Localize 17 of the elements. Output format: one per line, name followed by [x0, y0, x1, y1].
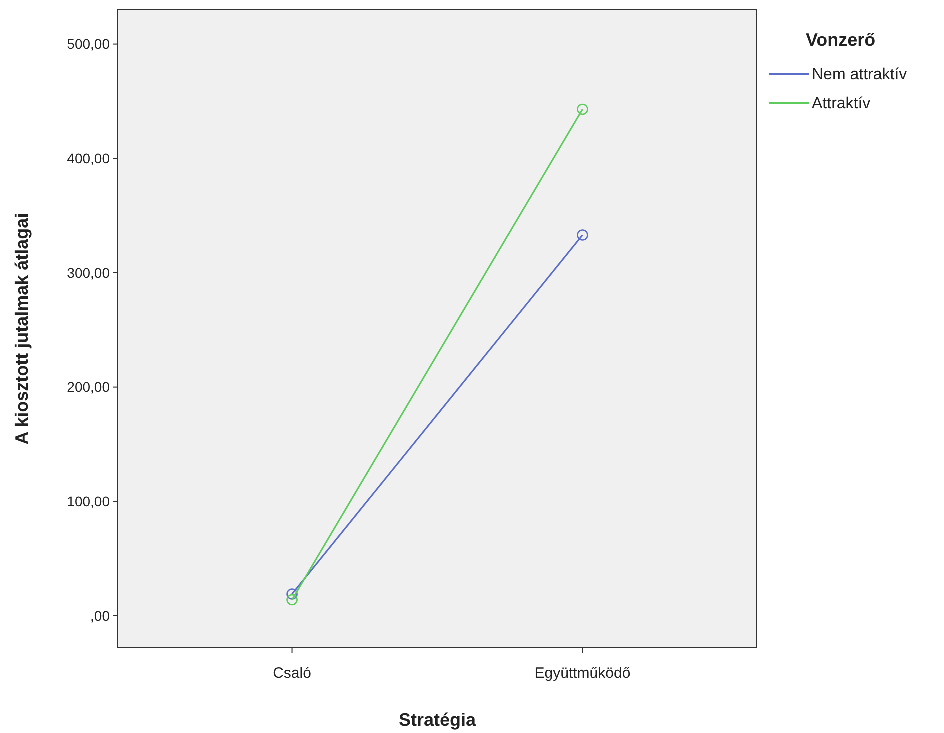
- y-tick-label: 300,00: [67, 264, 110, 281]
- point: [286, 594, 298, 606]
- point: [577, 104, 588, 116]
- x-tick-label: Csaló: [273, 665, 312, 682]
- legend-label: Attraktív: [812, 96, 871, 113]
- y-axis-title: A kiosztott jutalmak átlagai: [12, 213, 32, 445]
- point: [286, 588, 298, 600]
- y-tick-label: 100,00: [67, 494, 110, 510]
- y-tick-label: ,00: [90, 608, 110, 624]
- x-tick-label: Együttműködő: [534, 665, 631, 682]
- legend-label: Nem attraktív: [812, 66, 908, 84]
- y-tick-label: 400,00: [67, 150, 110, 167]
- x-axis-title: Stratégia: [398, 710, 477, 730]
- legend-title: Vonzerő: [806, 30, 876, 50]
- y-tick-label: 200,00: [67, 379, 110, 396]
- y-tick-label: 500,00: [67, 36, 110, 52]
- point: [577, 230, 588, 241]
